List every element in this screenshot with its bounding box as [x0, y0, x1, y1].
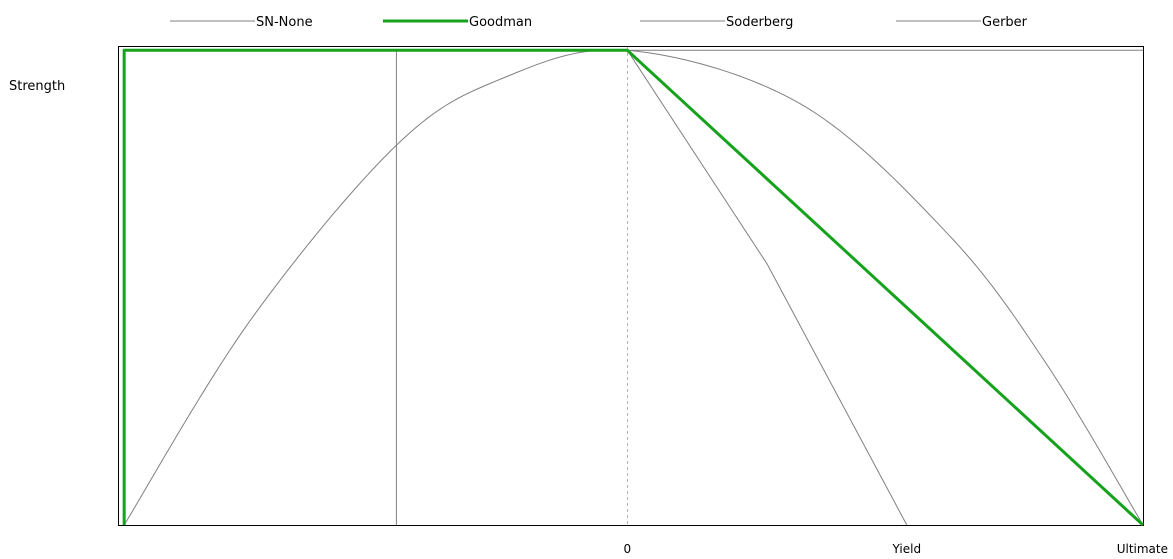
legend-label-soderberg: Soderberg [726, 15, 793, 30]
plot-area [122, 47, 1145, 527]
legend-label-sn-none: SN-None [256, 15, 313, 30]
legend-item-gerber: Gerber [896, 15, 1028, 30]
y-axis-label: Strength [9, 79, 65, 94]
legend-item-goodman: Goodman [383, 15, 532, 30]
plot-frame [118, 46, 1144, 526]
legend-item-sn-none: SN-None [170, 15, 313, 30]
x-tick-label-yield: Yield [892, 542, 922, 556]
legend-item-soderberg: Soderberg [640, 15, 793, 30]
legend-label-goodman: Goodman [469, 15, 532, 30]
x-tick-label-0: 0 [623, 542, 631, 556]
legend-label-gerber: Gerber [982, 15, 1028, 30]
series-line-soderberg [626, 49, 908, 526]
series-line-goodman [122, 48, 1145, 527]
legend: SN-None Goodman Soderberg Gerber [170, 15, 1028, 30]
x-tick-labels: 0 Yield Ultimate [623, 542, 1168, 556]
x-tick-label-ultimate: Ultimate [1117, 542, 1168, 556]
